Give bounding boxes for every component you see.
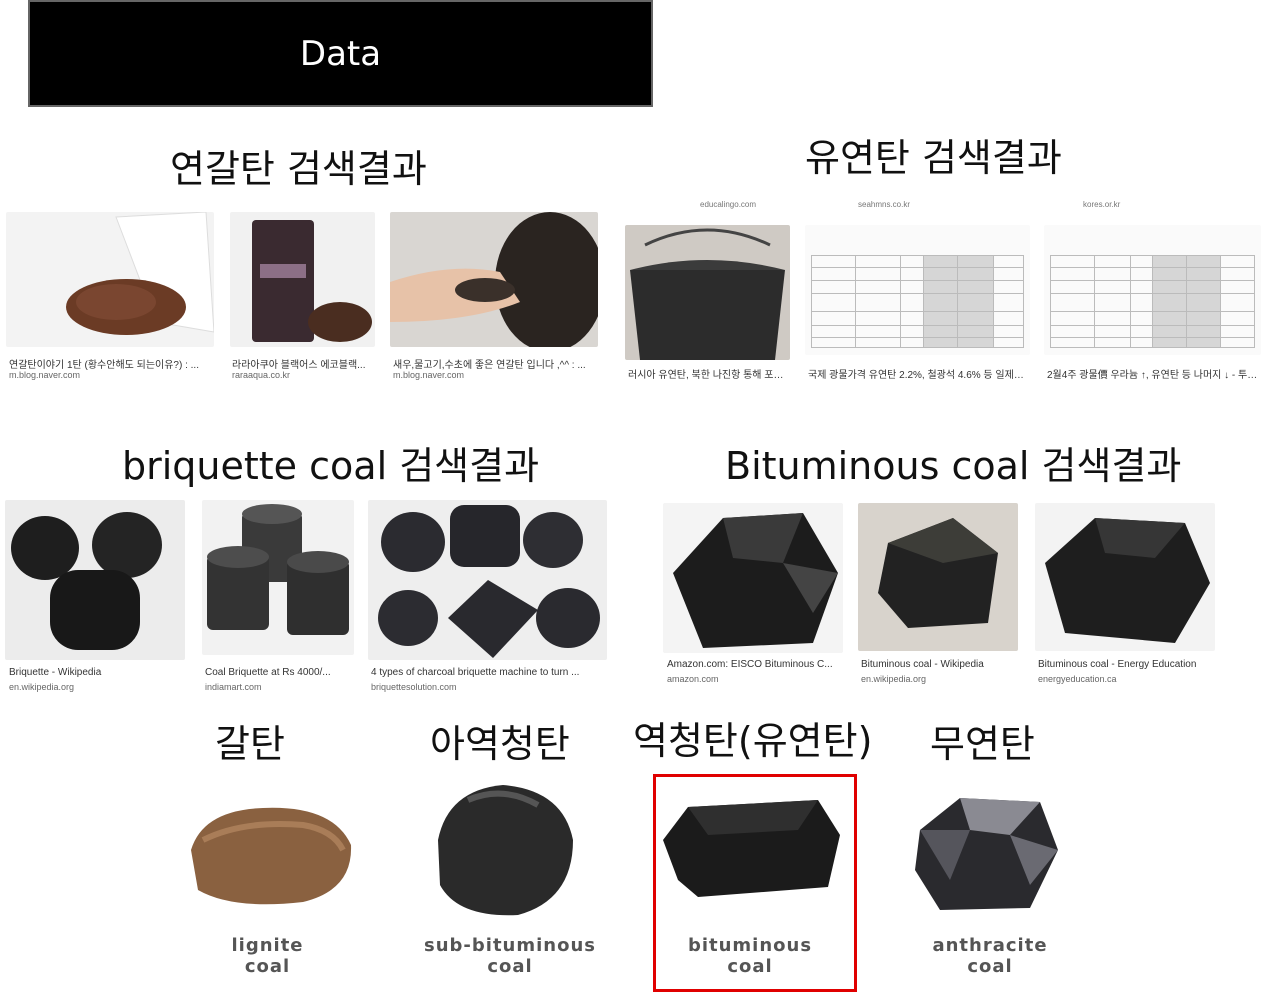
result-source: indiamart.com: [205, 682, 262, 692]
lignite-image: [183, 800, 355, 910]
result-image[interactable]: [625, 225, 790, 360]
result-caption[interactable]: Bituminous coal - Wikipedia: [861, 659, 984, 670]
result-source: en.wikipedia.org: [861, 674, 927, 684]
result-caption[interactable]: 새우,물고기,수초에 좋은 연갈탄 입니다 ,^^ : ...: [393, 360, 586, 371]
result-caption[interactable]: 러시아 유연탄, 북한 나진항 통해 포항 ...: [628, 370, 790, 381]
result-caption[interactable]: Coal Briquette at Rs 4000/...: [205, 667, 331, 678]
result-image[interactable]: [230, 212, 375, 347]
slide-title-box: Data: [28, 0, 653, 107]
coal-type-en-line1: lignite: [231, 935, 304, 956]
result-top-source: educalingo.com: [700, 200, 757, 209]
result-caption[interactable]: Amazon.com: EISCO Bituminous C...: [667, 659, 833, 670]
coal-type-kr-anthracite: 무연탄: [930, 722, 1035, 766]
heading-briquette: briquette coal 검색결과: [122, 444, 540, 488]
result-caption[interactable]: 연갈탄이야기 1탄 (황수안해도 되는이유?) : ...: [9, 360, 199, 371]
result-caption[interactable]: Briquette - Wikipedia: [9, 667, 102, 678]
result-top-source: seahmns.co.kr: [858, 200, 911, 209]
result-image[interactable]: [1044, 225, 1261, 355]
heading-lignite-kr: 연갈탄 검색결과: [170, 147, 427, 191]
coal-type-kr-bituminous: 역청탄(유연탄): [633, 719, 873, 763]
result-source: amazon.com: [667, 674, 719, 684]
heading-bituminous-kr: 유연탄 검색결과: [805, 136, 1062, 180]
coal-type-en-line2: coal: [244, 956, 291, 977]
anthracite-image: [910, 790, 1060, 915]
result-image[interactable]: [390, 212, 598, 347]
result-image[interactable]: [1035, 503, 1215, 651]
slide-title: Data: [299, 33, 382, 74]
result-caption[interactable]: 2월4주 광물價 우라늄 ↑, 유연탄 등 나머지 ↓ - 투데...: [1047, 370, 1261, 381]
result-image[interactable]: [805, 225, 1030, 355]
coal-type-en-line1: anthracite: [932, 935, 1048, 956]
coal-type-kr-sub-bituminous: 아역청탄: [430, 722, 570, 766]
result-image[interactable]: [5, 500, 185, 660]
coal-type-kr-lignite: 갈탄: [215, 722, 285, 766]
result-top-source: kores.or.kr: [1083, 200, 1121, 209]
coal-type-en-line1: bituminous: [687, 935, 813, 956]
coal-type-en-anthracite: anthracite coal: [915, 935, 1065, 977]
result-caption[interactable]: 국제 광물가격 유연탄 2.2%, 철광석 4.6% 등 일제히 ...: [808, 370, 1030, 381]
bituminous-image: [658, 795, 843, 905]
result-image[interactable]: [6, 212, 214, 347]
result-image[interactable]: [202, 500, 354, 655]
result-caption[interactable]: 라라아쿠아 블랙어스 에코블랙...: [232, 360, 366, 371]
heading-bituminous-en: Bituminous coal 검색결과: [725, 444, 1182, 488]
coal-type-en-line1: sub-bituminous: [424, 935, 596, 956]
result-source: en.wikipedia.org: [9, 682, 75, 692]
result-source: briquettesolution.com: [371, 682, 457, 692]
result-caption[interactable]: 4 types of charcoal briquette machine to…: [371, 667, 580, 678]
coal-type-en-sub-bituminous: sub-bituminous coal: [415, 935, 605, 977]
result-source: m.blog.naver.com: [9, 370, 81, 380]
coal-type-en-line2: coal: [727, 956, 773, 977]
coal-type-en-lignite: lignite coal: [205, 935, 330, 977]
bituminous-highlight-box: [653, 774, 857, 992]
result-image[interactable]: [858, 503, 1018, 651]
coal-type-en-line2: coal: [487, 956, 533, 977]
sub-bituminous-image: [428, 780, 578, 920]
result-source: raraaqua.co.kr: [232, 370, 291, 380]
result-source: energyeducation.ca: [1038, 674, 1117, 684]
result-image[interactable]: [663, 503, 843, 653]
result-source: m.blog.naver.com: [393, 370, 465, 380]
coal-type-en-bituminous: bituminous coal: [670, 935, 830, 977]
coal-type-en-line2: coal: [967, 956, 1013, 977]
result-caption[interactable]: Bituminous coal - Energy Education: [1038, 659, 1197, 670]
result-image[interactable]: [368, 500, 607, 660]
